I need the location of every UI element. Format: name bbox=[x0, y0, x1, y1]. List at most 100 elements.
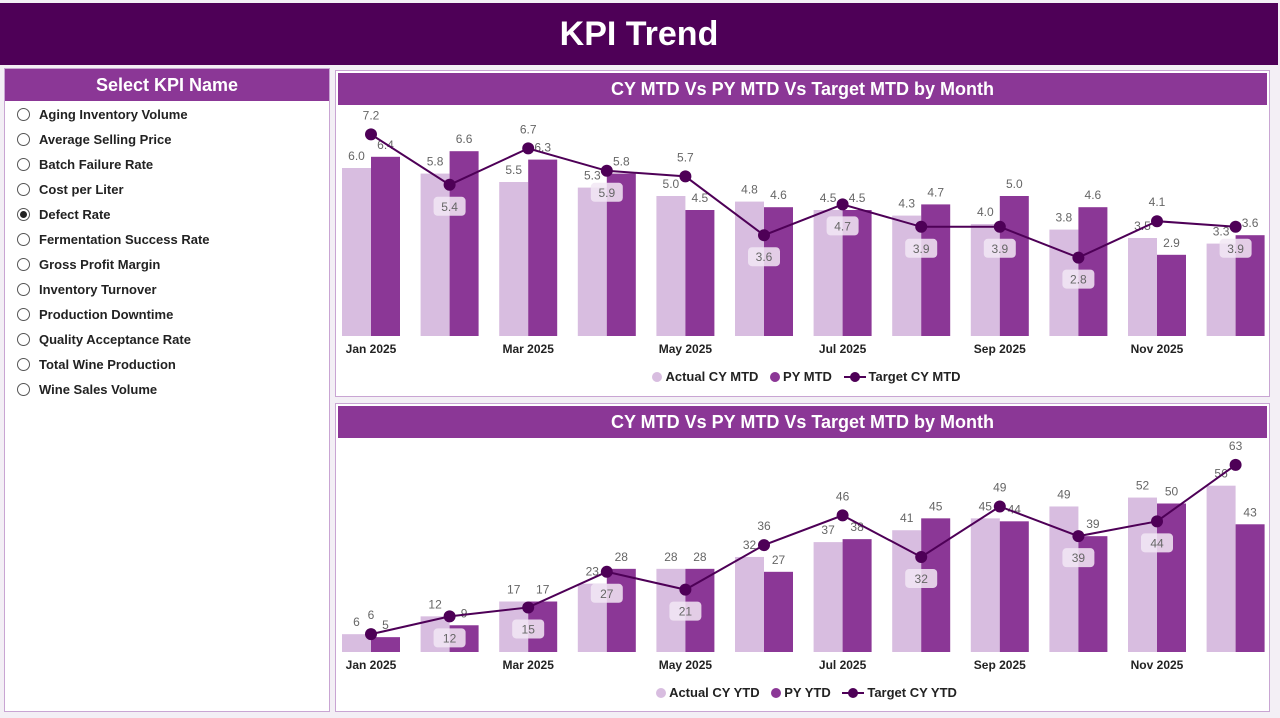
label-target: 3.9 bbox=[991, 242, 1008, 256]
label-actual: 4.3 bbox=[898, 197, 915, 211]
radio-button-icon[interactable] bbox=[17, 183, 30, 196]
bar-actual bbox=[735, 201, 764, 336]
legend-actual: Actual CY MTD bbox=[665, 369, 759, 385]
target-label-box bbox=[590, 182, 623, 202]
target-point bbox=[1151, 215, 1163, 228]
label-actual: 45 bbox=[979, 499, 993, 513]
target-point bbox=[600, 565, 613, 578]
target-label-box bbox=[433, 196, 466, 216]
label-py: 50 bbox=[1165, 485, 1179, 499]
label-target: 44 bbox=[1150, 536, 1164, 550]
kpi-option-label: Batch Failure Rate bbox=[39, 157, 154, 172]
radio-button-icon[interactable] bbox=[17, 233, 30, 246]
label-actual: 12 bbox=[428, 597, 442, 611]
label-actual: 23 bbox=[586, 565, 600, 579]
legend-py: PY YTD bbox=[784, 685, 831, 701]
kpi-option[interactable]: Quality Acceptance Rate bbox=[5, 327, 329, 352]
x-tick-label: Mar 2025 bbox=[503, 342, 555, 356]
x-tick-label: Jan 2025 bbox=[346, 342, 397, 356]
radio-button-icon[interactable] bbox=[17, 108, 30, 121]
kpi-option-label: Production Downtime bbox=[39, 307, 174, 322]
kpi-option-label: Aging Inventory Volume bbox=[39, 107, 188, 122]
label-py: 28 bbox=[615, 550, 629, 564]
bar-py bbox=[764, 571, 793, 652]
label-target: 3.9 bbox=[913, 242, 930, 256]
label-py: 3.6 bbox=[1242, 216, 1259, 230]
label-actual: 6 bbox=[353, 615, 360, 629]
target-label-box bbox=[905, 568, 938, 588]
kpi-selector-panel: Select KPI Name Aging Inventory Volume Av… bbox=[4, 68, 330, 712]
x-tick-label: Jan 2025 bbox=[346, 658, 397, 672]
label-py: 4.7 bbox=[927, 185, 944, 199]
target-point bbox=[365, 628, 377, 641]
bar-py bbox=[528, 159, 558, 336]
label-actual: 3.3 bbox=[1213, 225, 1230, 239]
kpi-option-label: Gross Profit Margin bbox=[39, 257, 161, 272]
kpi-option[interactable]: Wine Sales Volume bbox=[5, 377, 329, 402]
bar-actual bbox=[342, 634, 371, 652]
kpi-option-label: Inventory Turnover bbox=[39, 282, 157, 297]
kpi-selector-title: Select KPI Name bbox=[5, 69, 329, 101]
chart-title: CY MTD Vs PY MTD Vs Target MTD by Month bbox=[338, 73, 1267, 105]
radio-button-icon[interactable] bbox=[17, 258, 30, 271]
bar-py bbox=[999, 196, 1029, 336]
radio-button-icon[interactable] bbox=[17, 283, 30, 296]
target-point bbox=[522, 601, 535, 614]
target-point bbox=[993, 500, 1006, 513]
kpi-option[interactable]: Inventory Turnover bbox=[5, 277, 329, 302]
kpi-option[interactable]: Aging Inventory Volume bbox=[5, 102, 329, 127]
kpi-option[interactable]: Total Wine Production bbox=[5, 352, 329, 377]
radio-button-icon[interactable] bbox=[17, 358, 30, 371]
label-py: 17 bbox=[536, 583, 550, 597]
target-point bbox=[993, 220, 1006, 233]
radio-button-icon[interactable] bbox=[17, 208, 30, 221]
mtd-chart-panel: CY MTD Vs PY MTD Vs Target MTD by Month … bbox=[335, 70, 1270, 397]
kpi-option[interactable]: Batch Failure Rate bbox=[5, 152, 329, 177]
kpi-option[interactable]: Cost per Liter bbox=[5, 177, 329, 202]
label-target: 3.9 bbox=[1227, 242, 1244, 256]
bar-actual bbox=[577, 187, 607, 336]
label-py: 4.6 bbox=[1085, 188, 1102, 202]
label-target: 6.7 bbox=[520, 122, 537, 136]
target-point bbox=[1151, 515, 1163, 528]
target-point bbox=[443, 178, 456, 191]
bar-actual bbox=[970, 518, 1000, 652]
kpi-option[interactable]: Defect Rate bbox=[5, 202, 329, 227]
label-actual: 4.0 bbox=[977, 205, 994, 219]
target-point bbox=[679, 583, 692, 596]
radio-button-icon[interactable] bbox=[17, 383, 30, 396]
label-actual: 4.8 bbox=[741, 183, 758, 197]
radio-button-icon[interactable] bbox=[17, 333, 30, 346]
kpi-option[interactable]: Fermentation Success Rate bbox=[5, 227, 329, 252]
label-target: 5.7 bbox=[677, 150, 694, 164]
bar-py bbox=[371, 156, 400, 336]
target-point bbox=[1229, 458, 1242, 471]
target-label-box bbox=[433, 628, 466, 648]
radio-button-icon[interactable] bbox=[17, 308, 30, 321]
kpi-option[interactable]: Average Selling Price bbox=[5, 127, 329, 152]
label-actual: 28 bbox=[664, 550, 678, 564]
kpi-option[interactable]: Gross Profit Margin bbox=[5, 252, 329, 277]
label-actual: 17 bbox=[507, 583, 521, 597]
kpi-option[interactable]: Production Downtime bbox=[5, 302, 329, 327]
bar-py bbox=[1157, 254, 1186, 336]
radio-button-icon[interactable] bbox=[17, 158, 30, 171]
radio-button-icon[interactable] bbox=[17, 133, 30, 146]
target-label-box bbox=[905, 238, 938, 258]
bar-actual bbox=[1128, 238, 1157, 336]
legend-target-icon bbox=[842, 687, 865, 698]
label-actual: 49 bbox=[1057, 487, 1071, 501]
label-target: 32 bbox=[915, 572, 929, 586]
kpi-option-label: Cost per Liter bbox=[39, 182, 124, 197]
target-point bbox=[836, 198, 849, 211]
target-label-box bbox=[512, 619, 545, 639]
target-line bbox=[370, 464, 1237, 636]
target-label-box bbox=[748, 247, 780, 267]
label-target: 6 bbox=[368, 608, 375, 622]
kpi-option-label: Wine Sales Volume bbox=[39, 382, 158, 397]
target-point bbox=[915, 220, 928, 233]
label-target: 15 bbox=[522, 622, 536, 636]
bar-actual bbox=[1049, 506, 1079, 652]
